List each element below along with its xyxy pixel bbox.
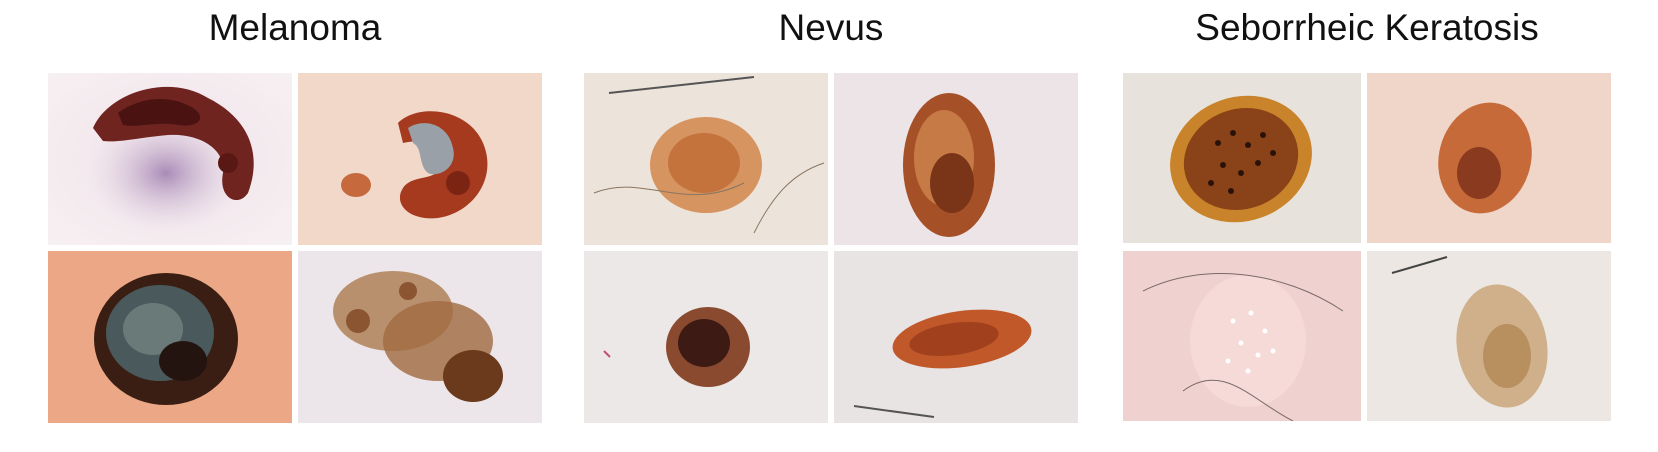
seborrheic-keratosis-image-2 [1367,73,1611,243]
melanoma-image-4 [298,251,542,423]
nevus-image-4 [834,251,1078,423]
seborrheic-keratosis-image-3 [1123,251,1361,421]
seborrheic-keratosis-image-1 [1123,73,1361,243]
nevus-image-3 [584,251,828,423]
seborrheic-keratosis-title: Seborrheic Keratosis [1195,7,1539,48]
nevus-title: Nevus [778,7,884,48]
melanoma-title: Melanoma [208,7,382,48]
nevus-image-1 [584,73,828,245]
melanoma-image-2 [298,73,542,245]
nevus-image-2 [834,73,1078,245]
melanoma-image-1 [48,73,292,245]
melanoma-image-3 [48,251,292,423]
seborrheic-keratosis-image-4 [1367,251,1611,421]
